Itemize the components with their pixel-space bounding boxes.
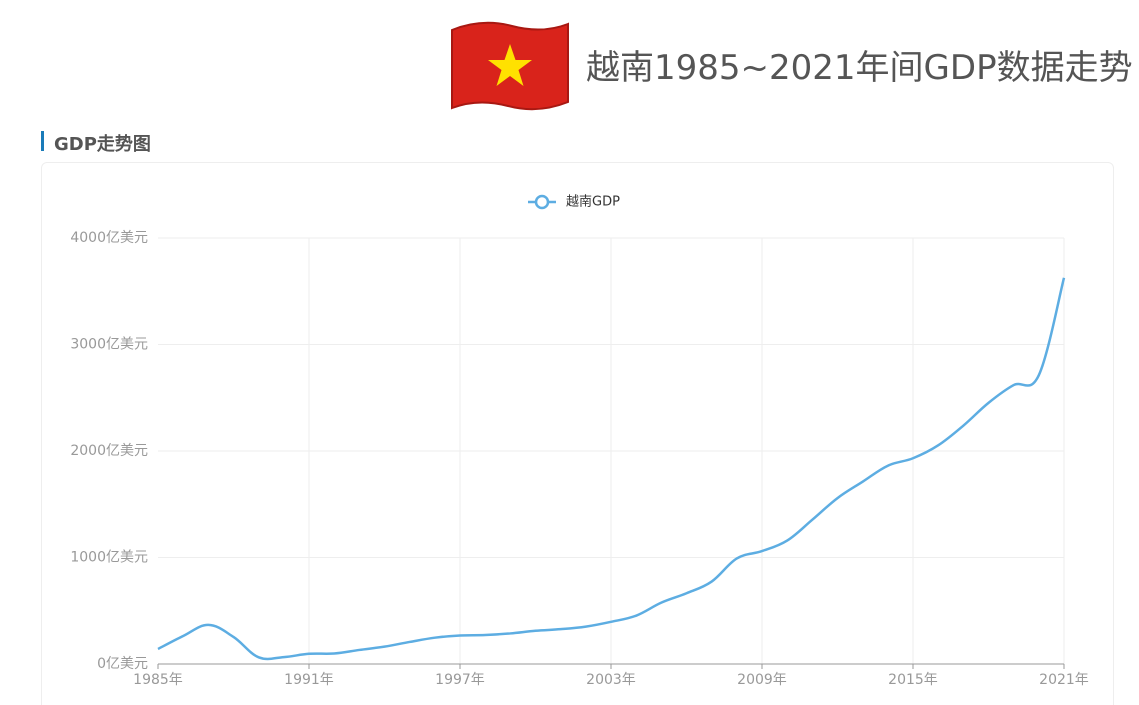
y-tick-label: 4000亿美元 [70,230,148,246]
x-tick-label: 2021年 [1039,672,1089,688]
y-tick-label: 2000亿美元 [70,443,148,459]
x-tick-label: 2003年 [586,672,636,688]
chart-card [41,162,1114,705]
flag [451,21,569,111]
x-tick-label: 1997年 [435,672,485,688]
series-line [157,277,1066,661]
y-tick-label: 3000亿美元 [70,337,148,353]
section-marker [41,131,44,151]
x-tick-label: 2009年 [737,672,787,688]
legend-marker [534,194,550,210]
y-tick-label: 0亿美元 [97,656,148,672]
y-tick-label: 1000亿美元 [70,550,148,566]
legend-label: 越南GDP [566,194,620,210]
page-title: 越南1985~2021年间GDP数据走势 [586,48,1133,88]
x-tick-label: 1991年 [284,672,334,688]
x-tick-label: 1985年 [133,672,183,688]
x-tick-label: 2015年 [888,672,938,688]
section-title: GDP走势图 [54,134,151,155]
